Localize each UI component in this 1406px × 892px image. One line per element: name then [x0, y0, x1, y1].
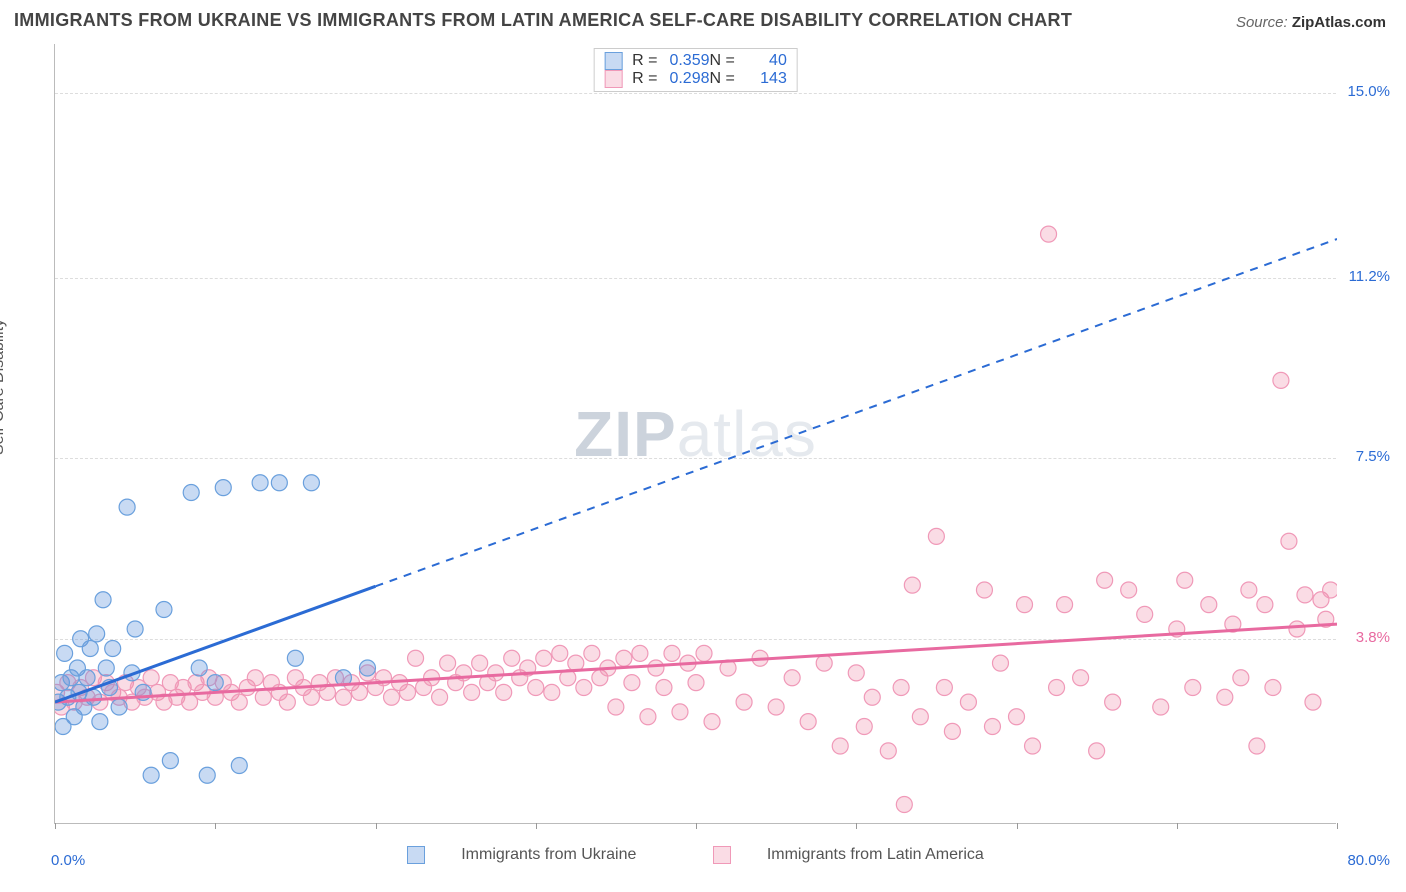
source-label: Source: ZipAtlas.com: [1236, 14, 1386, 31]
source-name: ZipAtlas.com: [1292, 14, 1386, 31]
chart-title: IMMIGRANTS FROM UKRAINE VS IMMIGRANTS FR…: [14, 10, 1072, 31]
chart-container: IMMIGRANTS FROM UKRAINE VS IMMIGRANTS FR…: [0, 0, 1406, 892]
legend-item-latin: Immigrants from Latin America: [695, 846, 1002, 864]
y-axis-label: Self-Care Disability: [0, 319, 8, 455]
series-legend: Immigrants from Ukraine Immigrants from …: [55, 846, 1336, 869]
legend-swatch-latin: [713, 846, 731, 864]
source-prefix: Source:: [1236, 14, 1292, 31]
x-max-label: 80.0%: [1347, 852, 1390, 869]
y-tick-label: 3.8%: [1342, 629, 1390, 646]
x-min-label: 0.0%: [51, 852, 85, 869]
y-tick-label: 11.2%: [1342, 268, 1390, 285]
legend-item-ukraine: Immigrants from Ukraine: [389, 846, 654, 864]
y-tick-label: 15.0%: [1342, 83, 1390, 100]
legend-swatch-ukraine: [407, 846, 425, 864]
scatter-svg: [55, 44, 1337, 824]
x-tick: [1337, 823, 1338, 829]
y-tick-label: 7.5%: [1342, 448, 1390, 465]
plot-area: ZIPatlas R = 0.359 N = 40 R = 0.298 N = …: [54, 44, 1336, 824]
